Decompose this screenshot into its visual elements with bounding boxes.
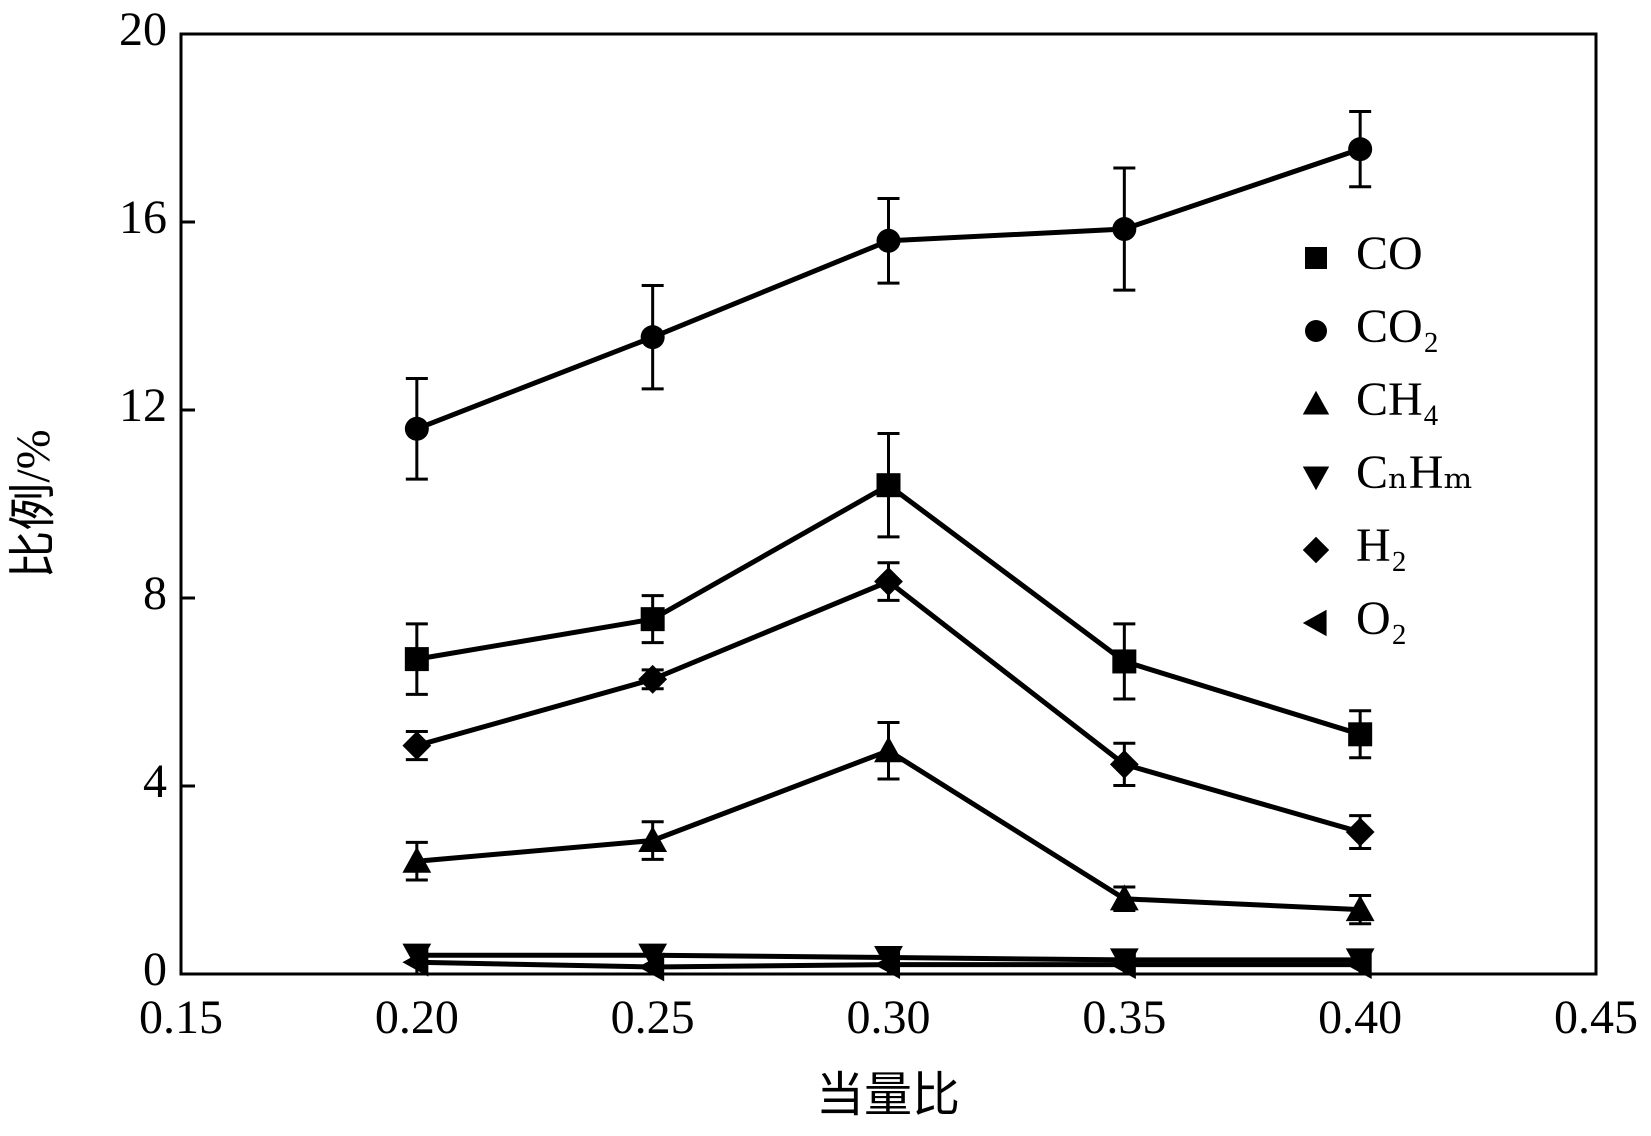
data-point — [874, 736, 903, 763]
x-tick-label: 0.25 — [611, 991, 695, 1044]
data-point — [638, 943, 668, 970]
y-tick-label: 8 — [143, 567, 167, 620]
data-point — [402, 731, 432, 760]
legend-marker — [1302, 466, 1330, 491]
data-point — [1345, 950, 1372, 979]
legend-marker — [1302, 609, 1327, 637]
data-point — [640, 607, 665, 632]
data-point — [1112, 217, 1137, 242]
x-tick-label: 0.30 — [847, 991, 931, 1044]
y-tick-label: 4 — [143, 755, 167, 808]
series-line — [416, 578, 1361, 835]
x-tick-label: 0.35 — [1082, 991, 1166, 1044]
data-point — [874, 950, 901, 979]
data-point — [1348, 137, 1373, 162]
legend-label: CH₄ — [1356, 373, 1439, 426]
series-line — [415, 146, 1361, 432]
legend-label: CₙHₘ — [1356, 446, 1473, 499]
legend-marker — [1302, 390, 1330, 415]
data-point — [638, 826, 668, 853]
legend-label: H₂ — [1356, 519, 1407, 572]
x-tick-label: 0.20 — [375, 991, 459, 1044]
legend-label: O₂ — [1356, 592, 1407, 645]
data-point — [402, 846, 432, 873]
data-point — [876, 228, 901, 253]
data-point — [638, 664, 668, 694]
data-point — [1109, 950, 1136, 979]
data-point — [402, 947, 429, 977]
data-point — [1345, 895, 1375, 922]
data-point — [1348, 722, 1373, 747]
data-point — [874, 567, 903, 596]
x-tick-label: 0.15 — [139, 991, 223, 1044]
y-tick-label: 0 — [143, 943, 167, 996]
data-point — [1345, 817, 1375, 847]
data-point — [638, 952, 665, 982]
data-point — [640, 325, 665, 350]
y-axis-label: 比例/% — [7, 429, 60, 578]
data-point — [876, 473, 901, 498]
legend-label: CO₂ — [1356, 300, 1439, 353]
data-point — [1109, 884, 1139, 911]
legend-marker — [1305, 320, 1327, 342]
data-point — [1112, 649, 1137, 674]
x-tick-label: 0.40 — [1318, 991, 1402, 1044]
legend-marker — [1305, 247, 1327, 269]
y-tick-label: 12 — [119, 379, 167, 432]
legend-label: CO — [1356, 227, 1423, 280]
data-point — [1109, 749, 1139, 779]
y-tick-label: 16 — [119, 191, 167, 244]
y-tick-label: 20 — [119, 3, 167, 56]
x-tick-label: 0.45 — [1554, 991, 1638, 1044]
x-axis-label: 当量比 — [816, 1069, 960, 1122]
legend-marker — [1302, 536, 1330, 564]
data-point — [404, 647, 429, 672]
data-point — [404, 416, 429, 441]
